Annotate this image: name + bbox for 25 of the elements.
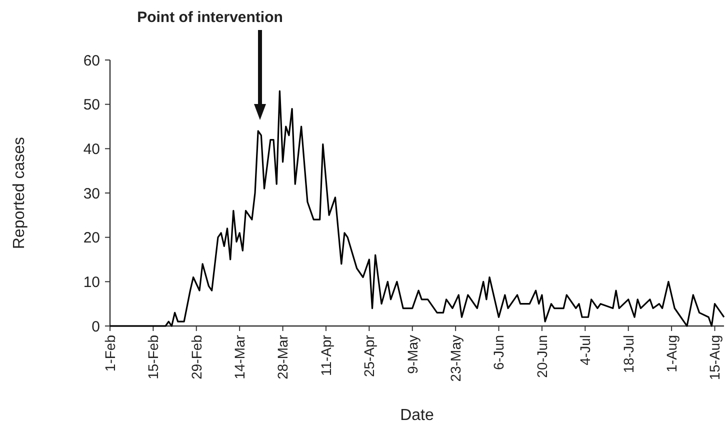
text: Point of intervention	[137, 9, 283, 26]
x-tick-label: 14-Mar	[231, 334, 248, 380]
y-tick-label: 30	[83, 185, 100, 202]
y-tick-label: 50	[83, 96, 100, 114]
y-tick-label: 10	[83, 274, 100, 291]
x-tick-label: 1-Feb	[102, 334, 118, 372]
x-tick-label: 23-May	[447, 335, 464, 382]
y-tick-label: 20	[83, 230, 100, 247]
x-tick-label: 20-Jun	[534, 335, 550, 378]
x-tick-label: 6-Jun	[490, 335, 507, 370]
x-tick-label: 15-Feb	[145, 334, 162, 380]
y-tick-label: 60	[83, 52, 100, 70]
y-axis-title: Reported cases	[11, 136, 28, 250]
x-tick-label: 15-Aug	[706, 335, 723, 380]
x-tick-label: 25-Apr	[361, 334, 378, 378]
x-tick-label: 11-Apr	[318, 334, 334, 376]
x-tick-label: 28-Mar	[274, 334, 291, 380]
y-tick-label: 0	[92, 318, 100, 336]
x-tick-label: 18-Jul	[620, 335, 636, 374]
x-tick-label: 4-Jul	[577, 335, 594, 366]
x-tick-label: 1-Aug	[663, 335, 680, 372]
y-tick-label: 40	[83, 140, 100, 158]
x-tick-label: 29-Feb	[188, 334, 204, 380]
x-axis-title: Date	[400, 407, 434, 424]
x-tick-label: 9-May	[404, 335, 420, 374]
